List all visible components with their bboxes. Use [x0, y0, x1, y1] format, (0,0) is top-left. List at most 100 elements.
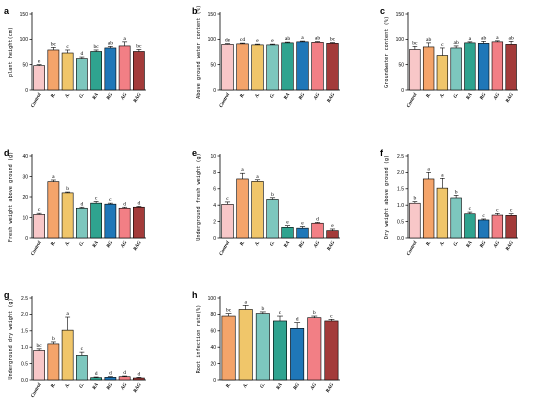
significance-label: d [80, 201, 83, 207]
bar-control [409, 49, 421, 91]
category-label: A. [64, 241, 71, 248]
category-label: G. [79, 383, 86, 390]
bar-r [422, 46, 435, 91]
category-label: G. [260, 383, 267, 390]
category-label: AG [313, 240, 321, 250]
bar-g [76, 58, 88, 91]
bar-g [76, 207, 88, 239]
category-label: A. [439, 93, 446, 100]
category-label: RG [106, 92, 114, 101]
category-label: G. [269, 241, 276, 248]
category-label: AG [493, 92, 501, 102]
significance-label: d [80, 51, 83, 57]
significance-label: b [271, 192, 274, 198]
significance-label: b [455, 189, 458, 195]
significance-label: d [137, 371, 140, 377]
y-axis-label: Above ground water content (%) [196, 5, 202, 99]
y-axis-label: Groundwater content (%) [384, 16, 390, 88]
bar-control [33, 65, 45, 91]
bar-a [61, 52, 74, 91]
bar-a [61, 329, 74, 381]
y-tick-label: 100 [208, 37, 217, 43]
bar-g [450, 197, 462, 239]
significance-label: a [256, 174, 259, 180]
significance-label: e [256, 38, 259, 44]
category-label: RA [276, 382, 284, 391]
y-tick-label: 60 [210, 329, 216, 335]
significance-label: d [316, 216, 319, 222]
significance-label: c [66, 44, 69, 50]
bar-rag [505, 44, 517, 91]
bar-g [255, 313, 270, 381]
y-tick-label: 1.5 [21, 329, 28, 335]
significance-label: d [137, 200, 140, 206]
category-label: G. [453, 93, 460, 100]
category-label: R. [240, 93, 247, 99]
y-tick-label: 8 [213, 170, 216, 176]
y-axis-label: Fresh weight above ground (g) [8, 152, 14, 243]
y-tick-label: 50 [210, 62, 216, 68]
significance-label: b [261, 306, 264, 312]
y-tick-label: 40 [22, 154, 28, 160]
category-label: G. [453, 241, 460, 248]
y-tick-label: 100 [20, 37, 29, 43]
y-tick-label: 50 [398, 62, 404, 68]
y-tick-label: 0 [401, 88, 404, 94]
significance-label: a [469, 36, 472, 42]
category-label: RAG [505, 92, 515, 104]
category-label: R. [426, 93, 433, 99]
bar-ag [118, 45, 131, 91]
category-label: AG [493, 240, 501, 250]
category-label: AG [120, 240, 128, 250]
bar-ag [311, 42, 324, 91]
significance-label: b [313, 310, 316, 316]
bar-control [221, 44, 234, 91]
category-label: RAG [326, 382, 336, 394]
y-tick-label: 80 [210, 312, 216, 318]
significance-label: a [301, 35, 304, 41]
significance-label: a [66, 311, 69, 317]
category-label: RA [466, 240, 474, 249]
significance-label: a [441, 172, 444, 178]
bar-ra [464, 42, 476, 91]
bar-ag [491, 41, 504, 91]
bar-rag [326, 43, 339, 91]
significance-label: d [109, 371, 112, 377]
significance-label: bc [93, 44, 99, 50]
category-label: AG [120, 92, 128, 102]
significance-label: a [241, 167, 244, 173]
category-label: RG [480, 92, 488, 101]
bar-r [221, 315, 236, 381]
bar-rag [324, 320, 339, 381]
y-tick-label: 0 [25, 236, 28, 242]
bar-r [236, 43, 249, 91]
significance-label: ab [108, 40, 113, 46]
significance-label: a [427, 166, 430, 172]
bar-a [238, 309, 253, 381]
category-label: RA [92, 92, 100, 101]
category-label: R. [226, 383, 233, 389]
category-label: G. [79, 241, 86, 248]
y-tick-label: 0.5 [21, 361, 28, 367]
y-tick-label: 50 [22, 62, 28, 68]
bar-r [47, 181, 60, 239]
category-label: R. [426, 241, 433, 247]
bar-rg [477, 43, 490, 91]
significance-label: c [441, 42, 444, 48]
category-label: A. [439, 241, 446, 248]
significance-label: c [496, 207, 499, 213]
y-axis-label: plant height(cm) [8, 27, 14, 77]
category-label: R. [50, 93, 57, 99]
y-tick-label: 30 [22, 174, 28, 180]
category-label: RAG [505, 240, 515, 252]
category-label: Control [406, 92, 419, 109]
panel-letter: d [4, 148, 10, 158]
category-label: RA [284, 240, 292, 249]
y-tick-label: 150 [396, 12, 405, 18]
y-tick-label: 100 [396, 37, 405, 43]
category-label: RG [106, 382, 114, 391]
bar-rg [104, 377, 117, 381]
